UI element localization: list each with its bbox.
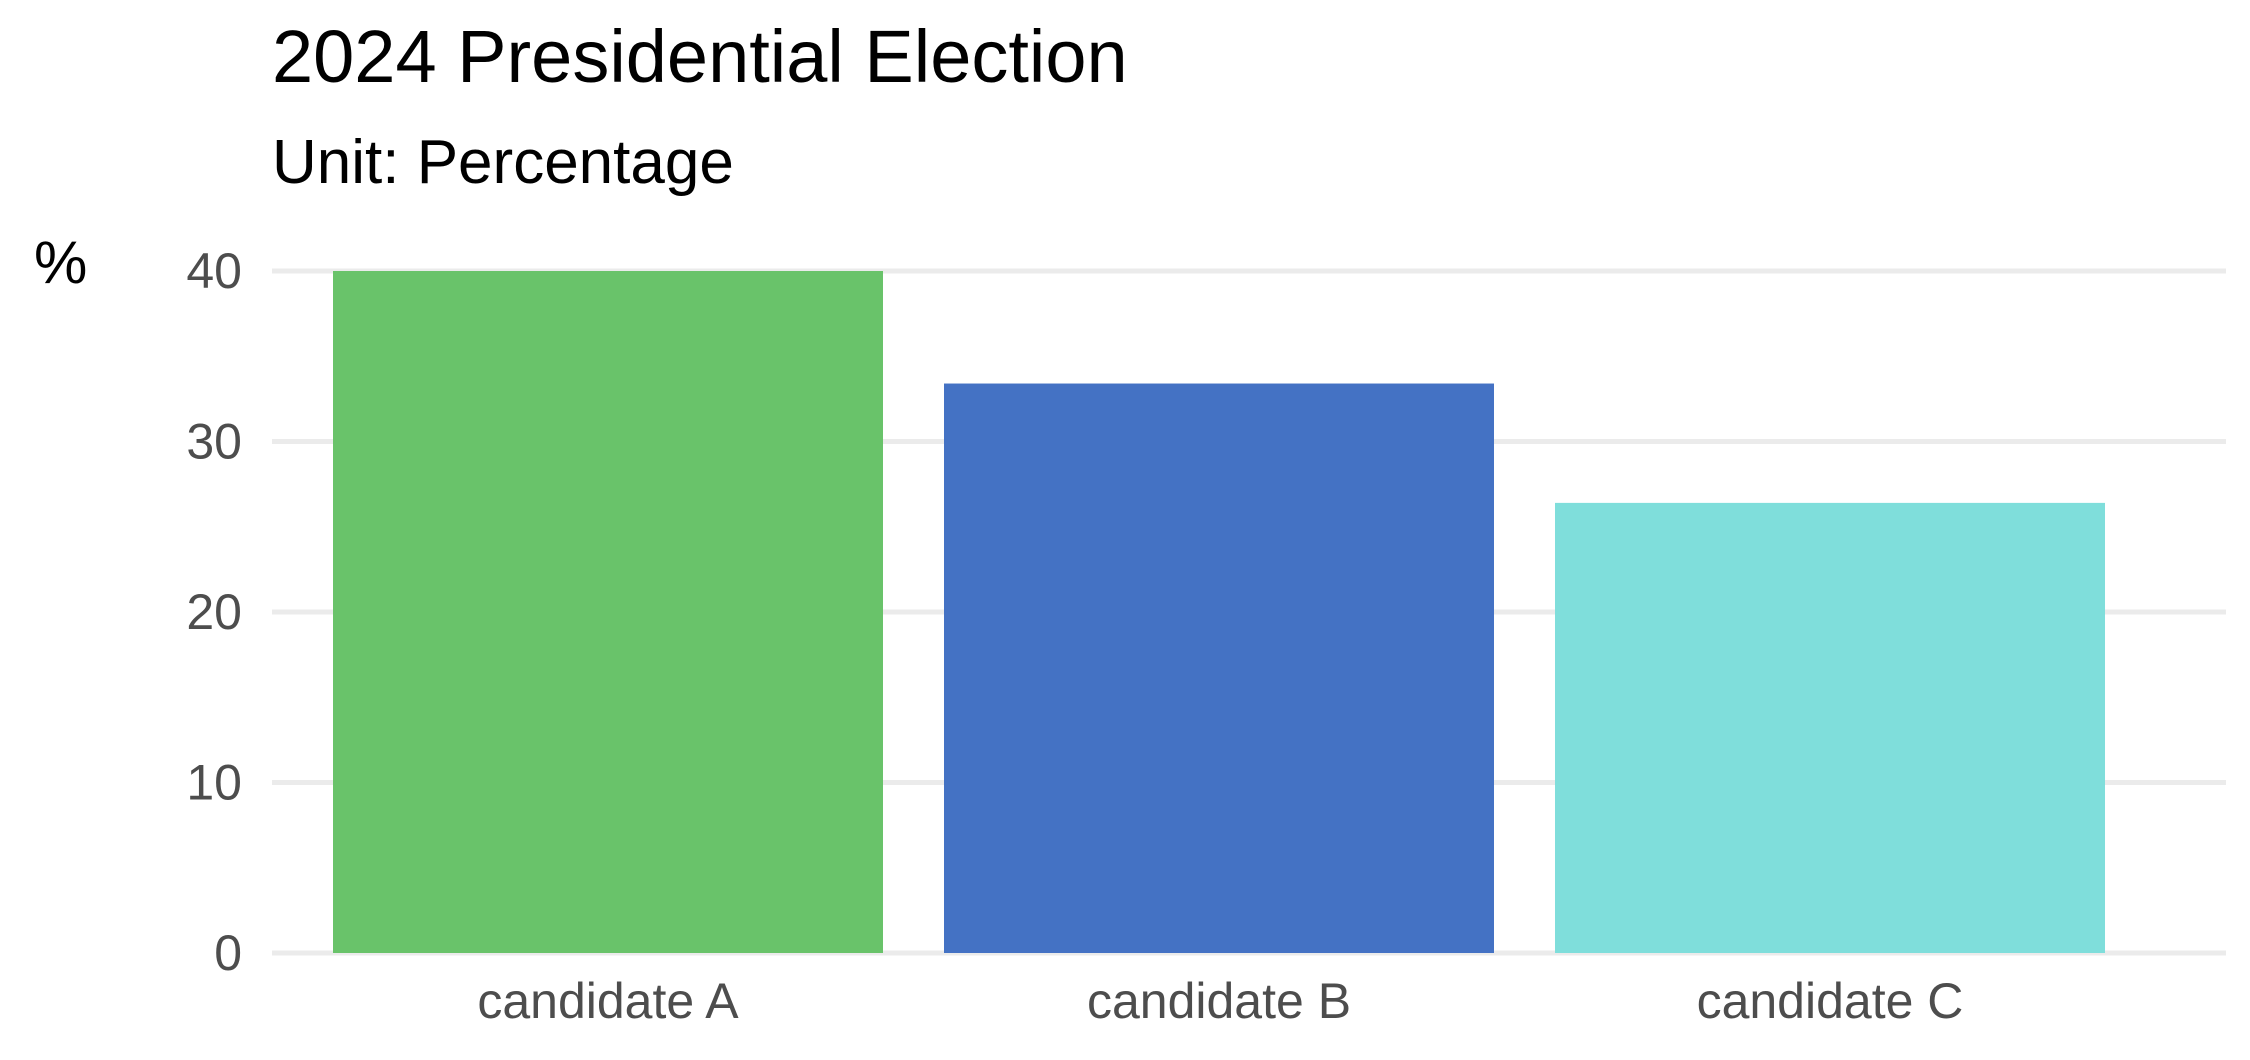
y-tick-label: 40 [186,243,242,299]
x-tick-label: candidate C [1697,973,1964,1029]
bar-candidate-a [333,271,883,953]
bars [333,271,2105,953]
bar-candidate-c [1555,502,2105,953]
chart-subtitle: Unit: Percentage [272,128,734,197]
y-tick-label: 0 [214,925,242,981]
chart-title: 2024 Presidential Election [272,15,1128,98]
y-tick-label: 20 [186,584,242,640]
y-axis-label: % [34,229,88,296]
x-axis-ticks: candidate A candidate B candidate C [477,973,1963,1029]
y-axis-ticks: 0 10 20 30 40 [186,243,242,981]
x-tick-label: candidate B [1087,973,1351,1029]
x-tick-label: candidate A [477,973,739,1029]
y-tick-label: 10 [186,755,242,811]
bar-candidate-b [944,383,1494,953]
y-tick-label: 30 [186,414,242,470]
